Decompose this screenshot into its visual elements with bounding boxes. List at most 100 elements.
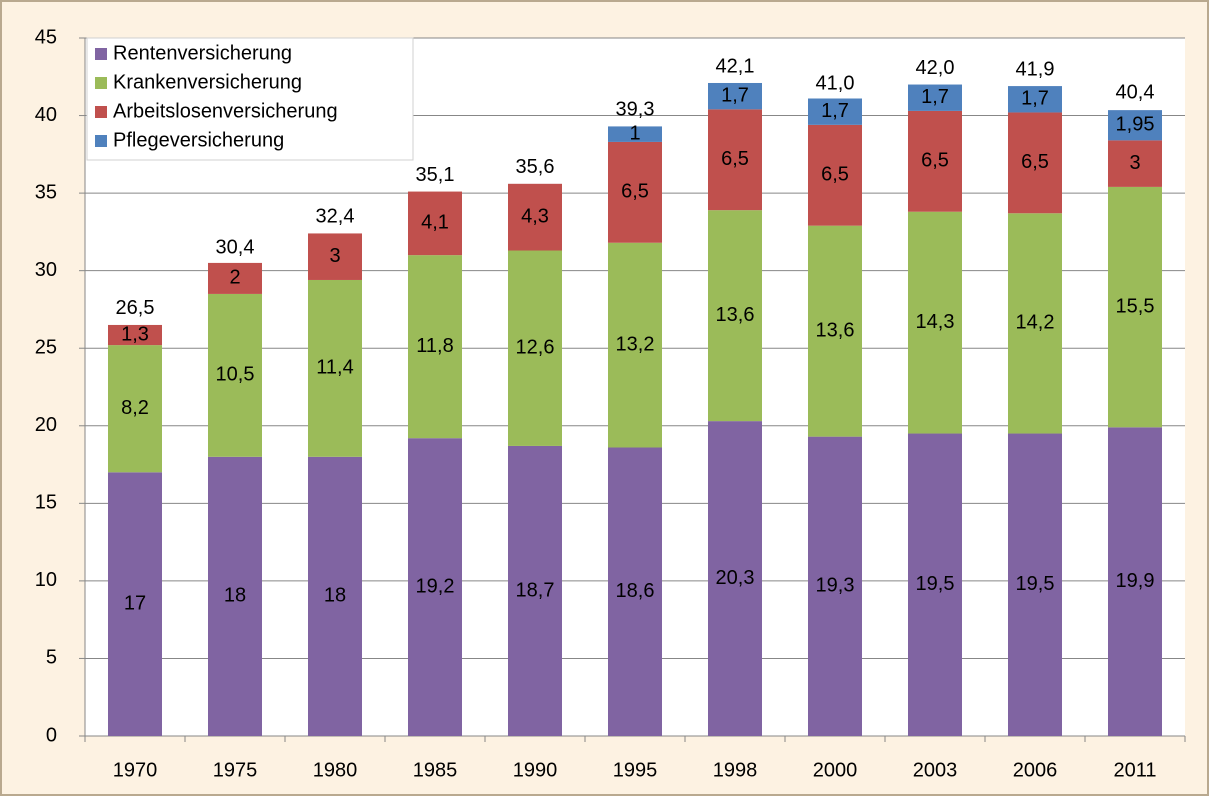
bar-segment <box>1108 186 1162 428</box>
data-label: 6,5 <box>621 181 649 203</box>
bar-segment <box>408 191 462 256</box>
data-label: 6,5 <box>1021 151 1049 173</box>
bar-segment <box>1108 140 1162 187</box>
y-tick-label: 40 <box>35 104 57 126</box>
legend-label: Arbeitslosenversicherung <box>113 100 338 122</box>
data-label: 18,7 <box>516 579 555 601</box>
bar-segment <box>508 445 562 736</box>
data-label: 1 <box>629 122 640 144</box>
x-tick-label: 1970 <box>113 759 158 781</box>
legend-swatch <box>95 77 107 89</box>
bar-segment <box>1008 112 1062 214</box>
data-label: 19,5 <box>1016 573 1055 595</box>
bar-segment <box>708 82 762 110</box>
x-tick-label: 2006 <box>1013 759 1058 781</box>
bar-segment <box>808 98 862 125</box>
data-label: 4,3 <box>521 205 549 227</box>
bar-segment <box>1008 433 1062 736</box>
data-label: 11,8 <box>416 335 453 357</box>
bar-segment <box>608 141 662 243</box>
data-label: 19,5 <box>916 573 955 595</box>
data-label: 12,6 <box>516 337 555 359</box>
legend-swatch <box>95 48 107 60</box>
data-label: 18 <box>224 585 246 607</box>
data-label: 8,2 <box>121 397 149 419</box>
total-label: 41,9 <box>1016 58 1055 80</box>
y-tick-label: 0 <box>46 724 57 746</box>
bar-segment <box>908 110 962 212</box>
bar-segment <box>708 210 762 422</box>
bar-segment <box>1008 86 1062 113</box>
data-label: 1,3 <box>121 323 149 345</box>
bar-segment <box>708 421 762 736</box>
bar-segment <box>308 456 362 736</box>
data-label: 18,6 <box>616 580 655 602</box>
bar-segment <box>908 84 962 111</box>
legend-swatch <box>95 106 107 118</box>
bar-segment <box>208 262 262 294</box>
bar-segment <box>208 293 262 457</box>
data-label: 18 <box>324 585 346 607</box>
x-tick-label: 1998 <box>713 759 758 781</box>
bar-segment <box>908 211 962 434</box>
total-label: 32,4 <box>316 206 355 228</box>
bar-segment <box>208 456 262 736</box>
data-label: 3 <box>329 245 340 267</box>
data-label: 10,5 <box>216 364 255 386</box>
legend-swatch <box>95 135 107 147</box>
bar-segment <box>308 233 362 280</box>
total-label: 26,5 <box>116 297 155 319</box>
bar-segment <box>108 345 162 473</box>
total-label: 35,1 <box>416 164 455 186</box>
total-label: 39,3 <box>616 99 655 121</box>
x-tick-label: 1975 <box>213 759 258 781</box>
data-label: 17 <box>124 592 146 614</box>
legend-box <box>86 37 414 161</box>
total-label: 35,6 <box>516 156 555 178</box>
data-label: 14,3 <box>916 311 955 333</box>
data-label: 6,5 <box>921 150 949 172</box>
bar-segment <box>808 225 862 437</box>
bar-segment <box>508 250 562 446</box>
data-label: 19,9 <box>1116 570 1155 592</box>
x-tick-label: 1980 <box>313 759 358 781</box>
data-label: 13,6 <box>716 304 755 326</box>
bar-segment <box>108 472 162 736</box>
data-label: 2 <box>229 267 240 289</box>
x-tick-label: 2003 <box>913 759 958 781</box>
y-tick-label: 10 <box>35 569 57 591</box>
y-tick-label: 35 <box>35 181 57 203</box>
bar-segment <box>308 279 362 457</box>
data-label: 4,1 <box>421 212 449 234</box>
x-tick-label: 1990 <box>513 759 558 781</box>
bar-segment <box>608 242 662 448</box>
bar-segment <box>1008 213 1062 434</box>
bar-segment <box>1108 427 1162 736</box>
bar-segment <box>708 109 762 211</box>
x-tick-label: 1985 <box>413 759 458 781</box>
data-label: 19,3 <box>816 575 855 597</box>
data-label: 19,2 <box>416 575 455 597</box>
bar-segment <box>408 255 462 439</box>
bar-segment <box>108 324 162 346</box>
x-tick-label: 2011 <box>1113 759 1156 781</box>
y-tick-label: 15 <box>35 492 57 514</box>
data-label: 13,6 <box>816 319 855 341</box>
y-tick-label: 45 <box>35 26 57 48</box>
data-label: 1,95 <box>1116 114 1155 136</box>
total-label: 30,4 <box>216 237 255 259</box>
data-label: 1,7 <box>821 100 849 122</box>
x-tick-label: 2000 <box>813 759 858 781</box>
total-label: 40,4 <box>1116 82 1155 104</box>
bar-segment <box>408 438 462 736</box>
data-label: 11,4 <box>316 357 353 379</box>
data-label: 14,2 <box>1016 312 1055 334</box>
bar-segment <box>608 447 662 736</box>
data-label: 13,2 <box>616 333 655 355</box>
bar-segment <box>1108 110 1162 141</box>
data-label: 6,5 <box>821 164 849 186</box>
x-tick-label: 1995 <box>613 759 658 781</box>
data-label: 1,7 <box>921 86 949 108</box>
data-label: 15,5 <box>1116 295 1155 317</box>
